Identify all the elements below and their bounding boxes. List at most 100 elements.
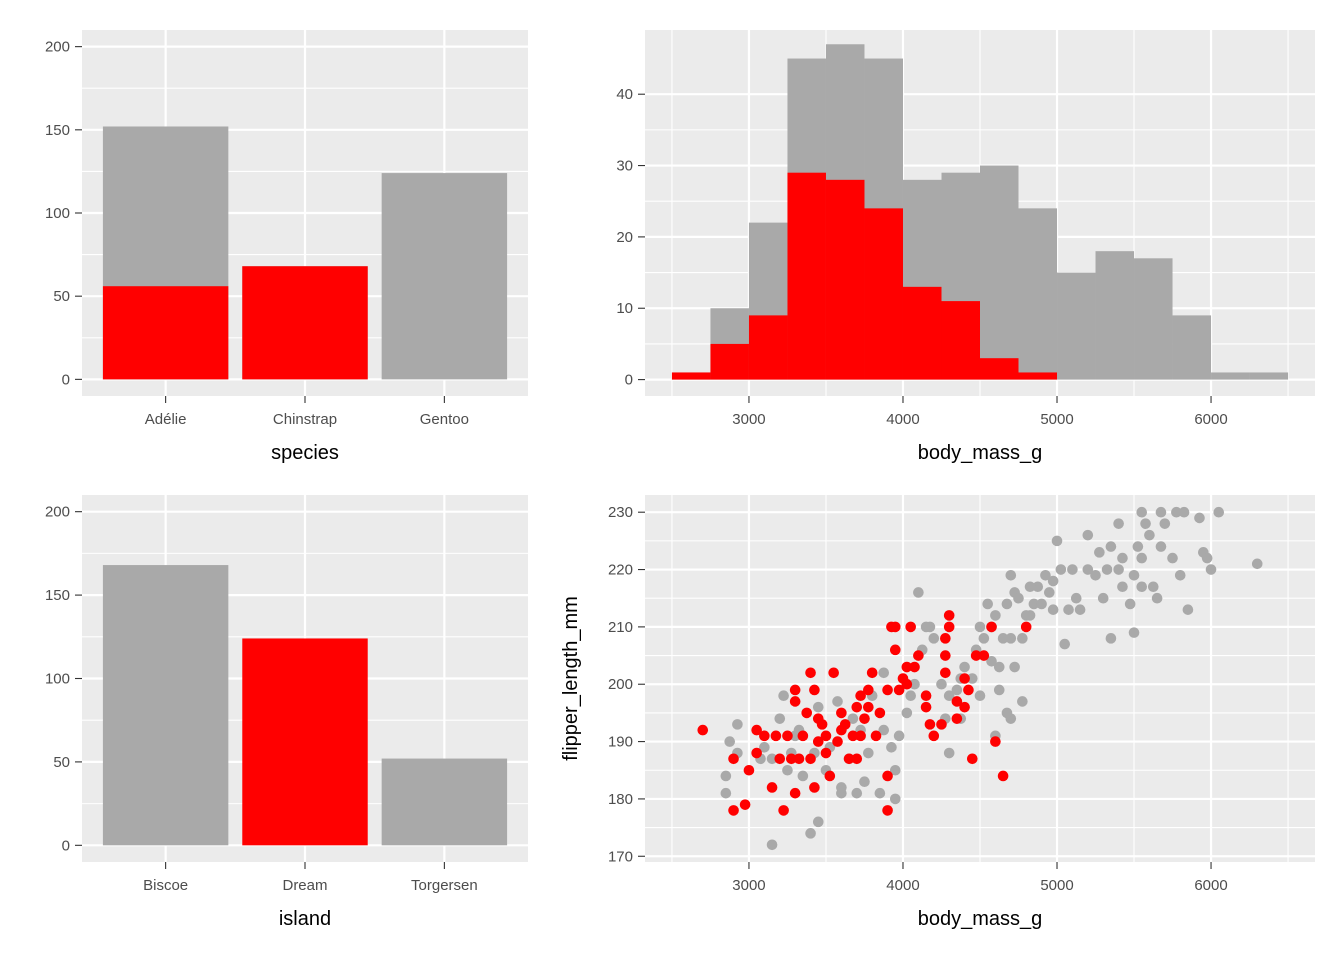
scatter-point (893, 730, 905, 742)
scatter-point (797, 770, 809, 782)
x-tick-label: Adélie (145, 411, 187, 428)
scatter-point (812, 701, 824, 713)
scatter-point (966, 673, 978, 684)
x-axis-title: species (271, 442, 339, 464)
scatter-point (855, 690, 866, 702)
histogram-bar (1172, 315, 1212, 380)
scatter-point (720, 787, 732, 799)
scatter-point (863, 684, 874, 696)
scatter-point (859, 776, 870, 788)
y-tick-label: 100 (45, 205, 70, 222)
scatter-point (1047, 604, 1059, 615)
scatter-point (1001, 707, 1013, 719)
scatter-point (766, 839, 778, 851)
y-tick-label: 200 (45, 504, 70, 521)
scatter-point (1117, 581, 1128, 593)
scatter-point (1067, 564, 1078, 575)
y-tick-label: 0 (625, 372, 633, 389)
scatter-point (1097, 592, 1109, 604)
scatter-point (863, 701, 874, 713)
scatter-point (966, 753, 978, 765)
scatter-point (928, 730, 940, 742)
histogram-bar (941, 301, 980, 380)
scatter-point (786, 753, 797, 765)
y-tick-label: 0 (62, 371, 70, 388)
x-tick-label: 4000 (886, 877, 919, 894)
y-tick-label: 150 (45, 122, 70, 139)
scatter-point (1036, 598, 1047, 610)
scatter-point (805, 667, 816, 679)
scatter-point (847, 730, 859, 742)
scatter-point (943, 610, 955, 621)
scatter-point (990, 736, 1001, 747)
scatter-point (874, 787, 886, 799)
scatter-point (751, 724, 762, 736)
scatter-point (720, 770, 732, 782)
scatter-point (951, 684, 963, 696)
scatter-point (851, 753, 863, 765)
y-tick-label: 150 (45, 587, 70, 604)
scatter-point (1063, 604, 1074, 615)
x-tick-label: 3000 (732, 877, 765, 894)
scatter-point (797, 730, 809, 742)
scatter-point (1094, 547, 1105, 558)
histogram-bar (710, 343, 749, 380)
scatter-point (959, 661, 970, 673)
scatter-point (951, 713, 963, 724)
scatter-point (809, 782, 820, 793)
scatter-point (1171, 506, 1182, 518)
histogram-bar (1211, 372, 1250, 380)
scatter-point (936, 678, 947, 690)
scatter-point (812, 816, 824, 828)
panel-4: 170 180 190 200 210 220 230 3000 4000 5000 6000 bod… (560, 495, 1315, 930)
scatter-point (824, 770, 836, 782)
scatter-point (1174, 569, 1186, 581)
scatter-point (789, 684, 801, 696)
x-tick-label: Gentoo (420, 411, 469, 428)
scatter-point (832, 736, 843, 747)
scatter-point (1117, 552, 1128, 564)
y-tick-label: 180 (608, 791, 633, 808)
scatter-point (847, 713, 859, 724)
scatter-point (1013, 592, 1024, 604)
scatter-point (766, 782, 778, 793)
y-tick-label: 40 (616, 86, 633, 103)
scatter-point (909, 661, 920, 673)
histogram-bar (748, 315, 788, 380)
panel-3: 0 50 100 150 200 Biscoe Dream Torgersen island (45, 495, 528, 930)
scatter-point (889, 764, 901, 776)
scatter-point (901, 707, 913, 719)
scatter-point (1005, 633, 1017, 644)
scatter-point (993, 684, 1005, 696)
bar (381, 758, 508, 846)
scatter-point (940, 667, 951, 679)
scatter-point (789, 696, 801, 707)
histogram-bar (864, 208, 903, 380)
histogram-bar (1018, 208, 1058, 380)
bar (242, 266, 368, 380)
scatter-point (1124, 598, 1136, 610)
scatter-point (828, 667, 839, 679)
scatter-point (1040, 569, 1051, 581)
y-tick-label: 190 (608, 734, 633, 751)
scatter-point (924, 621, 936, 633)
scatter-point (724, 736, 736, 747)
scatter-point (920, 701, 932, 713)
scatter-point (774, 713, 786, 724)
y-tick-label: 200 (608, 676, 633, 693)
scatter-point (1205, 564, 1217, 575)
scatter-point (866, 667, 878, 679)
x-axis-title: body_mass_g (918, 908, 1043, 930)
scatter-point (855, 730, 866, 742)
scatter-point (1155, 541, 1167, 552)
scatter-point (697, 724, 709, 736)
scatter-point (889, 644, 901, 656)
scatter-point (839, 719, 851, 730)
x-tick-label: Chinstrap (273, 411, 337, 428)
scatter-point (959, 701, 970, 713)
scatter-point (993, 661, 1005, 673)
scatter-point (816, 719, 828, 730)
scatter-point (1251, 558, 1263, 570)
y-axis-title: flipper_length_mm (560, 596, 582, 761)
scatter-point (774, 753, 786, 765)
